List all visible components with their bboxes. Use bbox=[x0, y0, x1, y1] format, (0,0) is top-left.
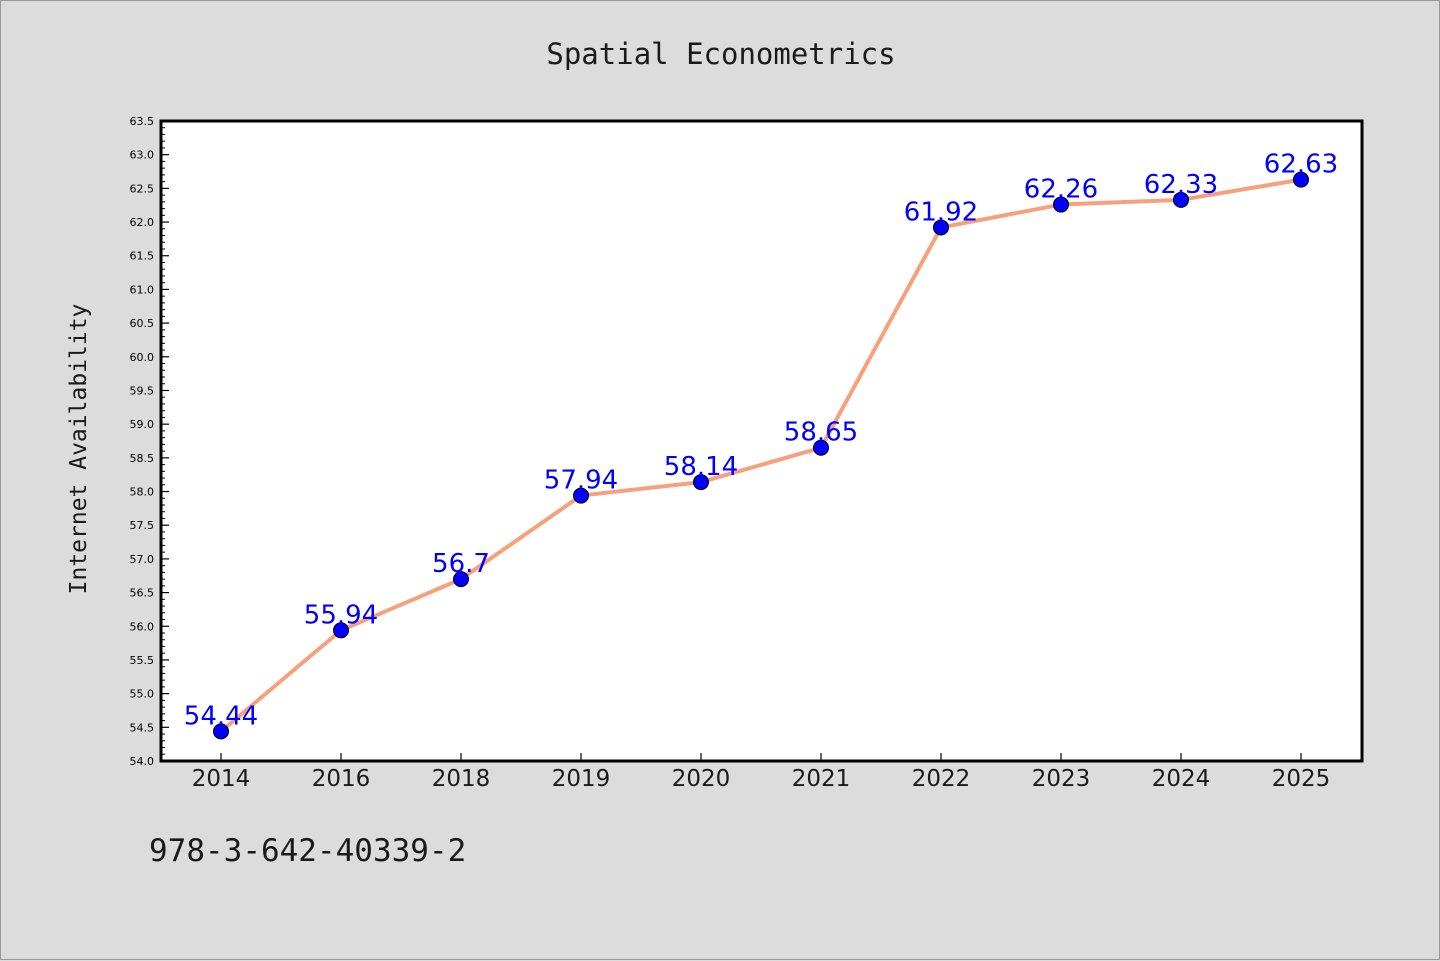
y-tick-label: 58.5 bbox=[130, 452, 155, 465]
data-point bbox=[333, 622, 349, 639]
plot-area bbox=[161, 121, 1362, 761]
data-point bbox=[1293, 171, 1309, 188]
data-point bbox=[453, 571, 469, 588]
x-tick-label: 2025 bbox=[1272, 766, 1331, 792]
x-tick-label: 2021 bbox=[792, 766, 851, 792]
x-tick-label: 2014 bbox=[192, 766, 251, 792]
plot-frame bbox=[159, 119, 1364, 763]
y-tick-label: 60.0 bbox=[130, 351, 155, 364]
y-tick-label: 60.5 bbox=[130, 317, 155, 330]
x-axis: 2014 2016 2018 2019 2020 2021 2022 2023 2024 2025 bbox=[192, 753, 1331, 792]
series-line bbox=[219, 177, 1302, 733]
data-label: 55.94 bbox=[304, 600, 378, 630]
y-tick-label: 62.5 bbox=[130, 182, 155, 195]
y-tick-label: 54.0 bbox=[130, 755, 155, 768]
footer-identifier: 978-3-642-40339-2 bbox=[149, 833, 467, 869]
x-tick-label: 2018 bbox=[432, 766, 491, 792]
data-point bbox=[213, 723, 229, 740]
x-tick-label: 2019 bbox=[552, 766, 611, 792]
y-axis: 54.0 54.5 55.0 55.5 56.0 56.5 57.0 57.5 58.0 58.5… bbox=[130, 115, 169, 768]
y-tick-label: 55.5 bbox=[130, 654, 155, 667]
data-point bbox=[573, 487, 589, 504]
y-tick-label: 58.0 bbox=[130, 486, 155, 499]
y-tick-label: 59.5 bbox=[130, 384, 155, 397]
data-point bbox=[813, 439, 829, 456]
x-tick-label: 2016 bbox=[312, 766, 371, 792]
data-point bbox=[933, 219, 949, 236]
data-point bbox=[1053, 196, 1069, 213]
y-tick-label: 57.5 bbox=[130, 519, 155, 532]
y-tick-label: 63.5 bbox=[130, 115, 155, 128]
data-label: 57.94 bbox=[544, 466, 618, 496]
data-label: 58.65 bbox=[784, 418, 858, 448]
y-tick-label: 55.0 bbox=[130, 688, 155, 701]
data-label: 58.14 bbox=[664, 452, 738, 482]
y-tick-label: 54.5 bbox=[130, 721, 155, 734]
x-tick-label: 2023 bbox=[1032, 766, 1091, 792]
x-tick-label: 2024 bbox=[1152, 766, 1211, 792]
y-tick-label: 62.0 bbox=[130, 216, 155, 229]
data-point bbox=[693, 474, 709, 491]
y-tick-label: 56.5 bbox=[130, 587, 155, 600]
data-label: 62.63 bbox=[1264, 150, 1338, 180]
y-tick-label: 59.0 bbox=[130, 418, 155, 431]
data-label: 62.33 bbox=[1144, 170, 1218, 200]
y-tick-label: 61.5 bbox=[130, 250, 155, 263]
y-axis-label: Internet Availability bbox=[66, 304, 92, 595]
data-label: 61.92 bbox=[904, 197, 978, 227]
y-tick-label: 61.0 bbox=[130, 283, 155, 296]
y-tick-label: 63.0 bbox=[130, 149, 155, 162]
chart-title: Spatial Econometrics bbox=[546, 37, 895, 71]
x-tick-label: 2022 bbox=[912, 766, 971, 792]
series-layer: 54.44 55.94 56.7 57.94 58.14 58.65 61.92 62.26 6… bbox=[184, 150, 1338, 740]
x-tick-label: 2020 bbox=[672, 766, 731, 792]
data-label: 62.26 bbox=[1024, 175, 1098, 205]
y-tick-label: 57.0 bbox=[130, 553, 155, 566]
data-label: 56.7 bbox=[432, 549, 490, 579]
data-label: 54.44 bbox=[184, 701, 258, 731]
data-point bbox=[1173, 191, 1189, 208]
y-tick-label: 56.0 bbox=[130, 620, 155, 633]
